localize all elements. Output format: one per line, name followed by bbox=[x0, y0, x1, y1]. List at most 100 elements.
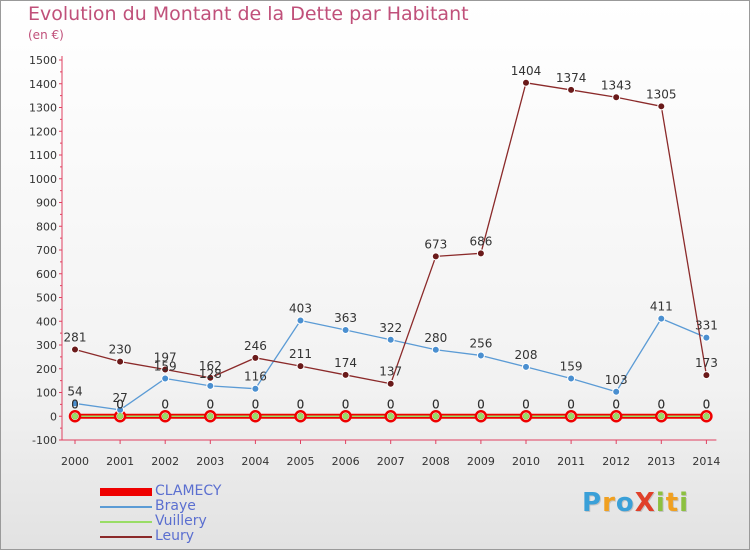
y-tick-label: 200 bbox=[36, 363, 57, 376]
data-label-leury: 197 bbox=[154, 350, 177, 364]
data-point-vuillery bbox=[477, 413, 485, 420]
data-point-braye bbox=[612, 387, 621, 396]
x-tick-label: 2005 bbox=[287, 455, 315, 468]
data-point-vuillery bbox=[161, 413, 169, 420]
y-tick-label: 0 bbox=[50, 410, 57, 423]
data-label-clamecy: 0 bbox=[71, 397, 79, 411]
y-tick-label: 1200 bbox=[29, 125, 57, 138]
data-label-braye: 54 bbox=[67, 384, 82, 398]
x-tick-label: 2010 bbox=[512, 455, 540, 468]
data-point-leury bbox=[386, 379, 395, 388]
data-point-vuillery bbox=[387, 413, 394, 420]
y-tick-label: 500 bbox=[36, 292, 57, 305]
logo-letter: X bbox=[634, 488, 656, 518]
y-tick-label: 600 bbox=[36, 268, 57, 281]
data-label-leury: 281 bbox=[64, 331, 87, 345]
data-label-vuillery: 0 bbox=[116, 397, 124, 411]
data-label-vuillery: 0 bbox=[432, 397, 440, 411]
data-label-vuillery: 0 bbox=[342, 397, 350, 411]
data-label-leury: 1343 bbox=[601, 78, 632, 92]
data-label-vuillery: 0 bbox=[477, 397, 485, 411]
data-label-braye: 103 bbox=[605, 373, 628, 387]
legend-label: CLAMECY bbox=[155, 483, 222, 499]
data-point-leury bbox=[702, 371, 711, 380]
data-point-braye bbox=[71, 399, 79, 408]
y-tick-label: 1100 bbox=[29, 149, 57, 162]
data-label-braye: 27 bbox=[112, 391, 127, 405]
data-point-leury bbox=[522, 78, 530, 87]
x-tick-label: 2004 bbox=[241, 455, 269, 468]
data-point-leury bbox=[161, 365, 170, 374]
data-label-leury: 246 bbox=[244, 339, 267, 353]
x-tick-label: 2011 bbox=[557, 455, 585, 468]
data-label-leury: 230 bbox=[109, 343, 132, 357]
data-label-leury: 173 bbox=[695, 356, 718, 370]
data-label-leury: 673 bbox=[424, 237, 447, 251]
data-point-vuillery bbox=[207, 413, 214, 420]
y-tick-label: 1300 bbox=[29, 102, 57, 115]
data-point-braye bbox=[161, 374, 170, 383]
x-tick-label: 2009 bbox=[467, 455, 495, 468]
data-point-braye bbox=[296, 316, 305, 325]
y-tick-label: 1500 bbox=[29, 54, 57, 67]
data-label-vuillery: 0 bbox=[703, 397, 711, 411]
data-label-braye: 322 bbox=[379, 321, 402, 335]
data-label-braye: 159 bbox=[560, 359, 583, 373]
data-point-vuillery bbox=[342, 413, 349, 420]
data-point-braye bbox=[522, 362, 530, 371]
data-label-braye: 208 bbox=[515, 348, 538, 362]
data-point-braye bbox=[657, 314, 666, 323]
data-label-clamecy: 0 bbox=[522, 397, 530, 411]
logo-letter: i bbox=[655, 488, 666, 518]
data-label-vuillery: 0 bbox=[657, 397, 665, 411]
data-label-vuillery: 0 bbox=[567, 397, 575, 411]
y-tick-label: 700 bbox=[36, 244, 57, 257]
data-label-braye: 256 bbox=[469, 336, 492, 350]
data-label-clamecy: 0 bbox=[477, 397, 485, 411]
data-label-leury: 1374 bbox=[556, 71, 587, 85]
data-point-leury bbox=[71, 345, 79, 354]
data-label-leury: 1404 bbox=[511, 64, 542, 78]
data-label-clamecy: 0 bbox=[703, 397, 711, 411]
chart-subtitle: (en €) bbox=[28, 28, 64, 42]
data-point-leury bbox=[567, 85, 576, 94]
data-label-vuillery: 0 bbox=[387, 397, 395, 411]
data-label-vuillery: 0 bbox=[206, 397, 214, 411]
data-point-vuillery bbox=[522, 413, 530, 420]
x-tick-label: 2007 bbox=[377, 455, 405, 468]
x-tick-label: 2014 bbox=[692, 455, 720, 468]
x-tick-label: 2003 bbox=[196, 455, 224, 468]
data-label-braye: 403 bbox=[289, 302, 312, 316]
data-point-braye bbox=[206, 381, 215, 390]
legend-label: Braye bbox=[155, 498, 196, 514]
y-tick-label: 900 bbox=[36, 197, 57, 210]
x-tick-label: 2002 bbox=[151, 455, 179, 468]
data-point-vuillery bbox=[567, 413, 575, 420]
data-point-braye bbox=[567, 374, 576, 383]
x-tick-label: 2000 bbox=[61, 455, 89, 468]
data-label-vuillery: 0 bbox=[612, 397, 620, 411]
data-point-vuillery bbox=[116, 413, 124, 420]
legend-label: Leury bbox=[155, 528, 195, 544]
data-label-clamecy: 0 bbox=[297, 397, 305, 411]
data-point-vuillery bbox=[432, 413, 440, 420]
chart-title: Evolution du Montant de la Dette par Hab… bbox=[28, 3, 469, 25]
data-label-braye: 128 bbox=[199, 367, 222, 381]
data-label-clamecy: 0 bbox=[657, 397, 665, 411]
logo-letter: t bbox=[665, 488, 680, 518]
data-label-leury: 137 bbox=[379, 365, 402, 379]
data-point-vuillery bbox=[297, 413, 304, 420]
data-point-leury bbox=[116, 357, 125, 366]
data-label-vuillery: 0 bbox=[522, 397, 530, 411]
data-point-leury bbox=[431, 252, 440, 261]
y-tick-label: 100 bbox=[36, 387, 57, 400]
data-label-braye: 331 bbox=[695, 319, 718, 333]
data-label-leury: 162 bbox=[199, 359, 222, 373]
data-label-clamecy: 0 bbox=[432, 397, 440, 411]
legend-swatch bbox=[100, 536, 152, 538]
data-label-clamecy: 0 bbox=[161, 397, 169, 411]
data-label-clamecy: 0 bbox=[612, 397, 620, 411]
data-point-vuillery bbox=[703, 413, 710, 420]
